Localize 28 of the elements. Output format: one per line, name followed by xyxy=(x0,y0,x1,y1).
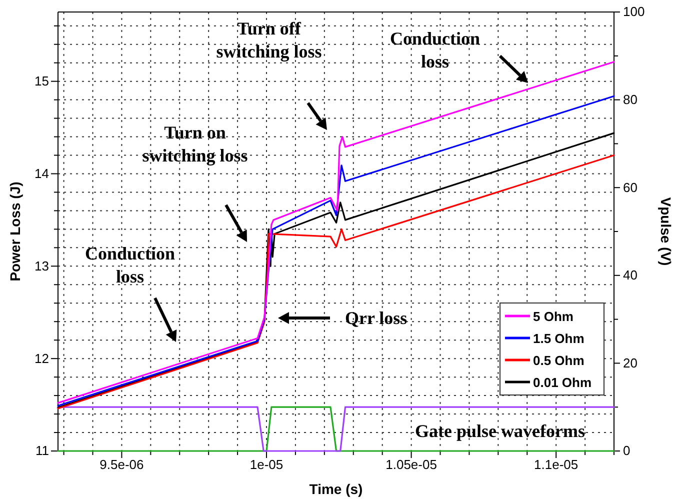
y2-tick-label: 60 xyxy=(623,180,638,195)
annotation: Conduction loss xyxy=(390,28,480,72)
annotation: Qrr loss xyxy=(345,308,408,328)
y2-tick-label: 0 xyxy=(623,443,630,458)
x-tick-label: 1.05e-05 xyxy=(386,457,437,472)
y-tick-label: 13 xyxy=(34,258,49,274)
annotation: Turn on switching loss xyxy=(142,122,248,166)
x-tick-label: 9.5e-06 xyxy=(100,457,144,472)
y2-tick-label: 80 xyxy=(623,92,638,107)
y-tick-label: 15 xyxy=(34,73,49,88)
y-tick-label: 12 xyxy=(34,350,49,366)
annotation: Conduction loss xyxy=(84,244,176,286)
y-tick-label: 11 xyxy=(36,443,49,458)
x-axis-title: Time (s) xyxy=(309,481,363,497)
y-tick-label: 14 xyxy=(34,166,49,181)
legend-label: 5 Ohm xyxy=(533,309,574,324)
legend-label: 0.5 Ohm xyxy=(533,353,584,368)
annotation: Turn off switching loss xyxy=(216,18,322,62)
legend-label: 1.5 Ohm xyxy=(533,331,584,346)
y-axis-title: Power Loss (J) xyxy=(7,182,23,282)
y2-tick-label: 100 xyxy=(623,4,645,20)
annotation: Gate pulse waveforms xyxy=(415,421,585,441)
legend-label: 0.01 Ohm xyxy=(533,375,592,390)
x-tick-label: 1e-05 xyxy=(250,457,284,472)
y2-axis-title: Vpulse (V) xyxy=(658,197,673,266)
y2-tick-label: 20 xyxy=(623,355,638,370)
x-tick-label: 1.1e-05 xyxy=(534,457,578,472)
y2-tick-label: 40 xyxy=(623,268,638,283)
